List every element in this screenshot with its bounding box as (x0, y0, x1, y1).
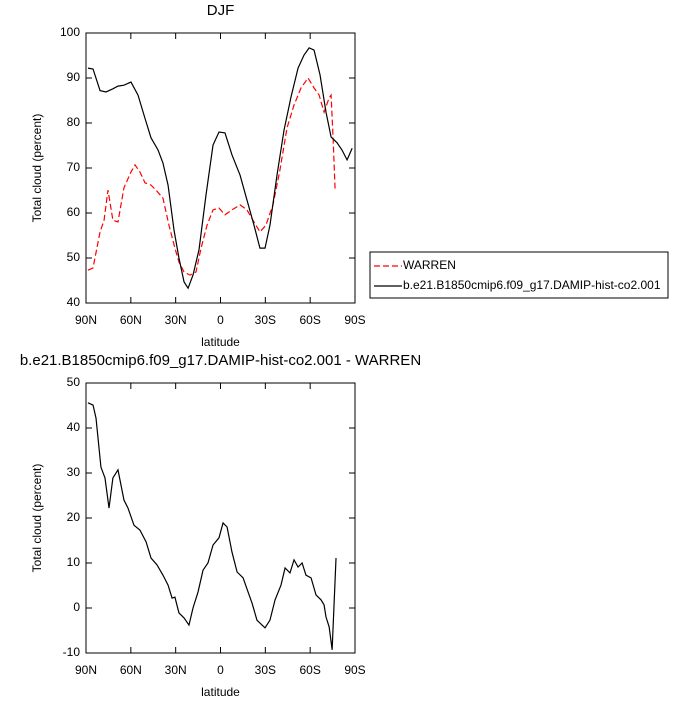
chart-title: b.e21.B1850cmip6.f09_g17.DAMIP-hist-co2.… (20, 352, 421, 369)
y-tick-label: 100 (60, 25, 80, 39)
y-tick-label: 90 (67, 70, 81, 84)
y-tick-label: 60 (67, 205, 81, 219)
data-line (87, 47, 353, 290)
x-tick-label: 60N (120, 663, 142, 677)
x-tick-label: 90N (75, 663, 97, 677)
data-line (87, 76, 336, 276)
data-line (87, 402, 337, 650)
legend-label: b.e21.B1850cmip6.f09_g17.DAMIP-hist-co2.… (403, 278, 661, 292)
y-tick-label: 30 (67, 465, 81, 479)
plot-frame (85, 382, 356, 654)
plot-frame (85, 32, 356, 304)
y-tick-label: 10 (67, 555, 81, 569)
y-tick-label: 50 (67, 375, 81, 389)
y-tick-label: 40 (67, 295, 81, 309)
x-tick-label: 30S (255, 663, 276, 677)
chart-title: DJF (207, 2, 235, 19)
x-tick-label: 30N (165, 313, 187, 327)
x-tick-label: 60N (120, 313, 142, 327)
y-tick-label: -10 (63, 645, 81, 659)
x-tick-label: 60S (299, 663, 320, 677)
y-tick-label: 80 (67, 115, 81, 129)
x-tick-label: 30N (165, 663, 187, 677)
x-axis-label: latitude (201, 335, 240, 349)
x-axis-label: latitude (201, 685, 240, 699)
y-tick-label: 0 (73, 600, 80, 614)
y-tick-label: 50 (67, 250, 81, 264)
x-tick-label: 90S (344, 663, 365, 677)
x-tick-label: 0 (217, 663, 224, 677)
x-tick-label: 0 (217, 313, 224, 327)
y-tick-label: 20 (67, 510, 81, 524)
x-tick-label: 90N (75, 313, 97, 327)
y-tick-label: 40 (67, 420, 81, 434)
y-axis-label: Total cloud (percent) (30, 464, 44, 573)
legend-box (369, 251, 669, 299)
y-axis-label: Total cloud (percent) (30, 114, 44, 223)
legend-label: WARREN (403, 258, 456, 272)
x-tick-label: 60S (299, 313, 320, 327)
y-tick-label: 70 (67, 160, 81, 174)
x-tick-label: 90S (344, 313, 365, 327)
x-tick-label: 30S (255, 313, 276, 327)
